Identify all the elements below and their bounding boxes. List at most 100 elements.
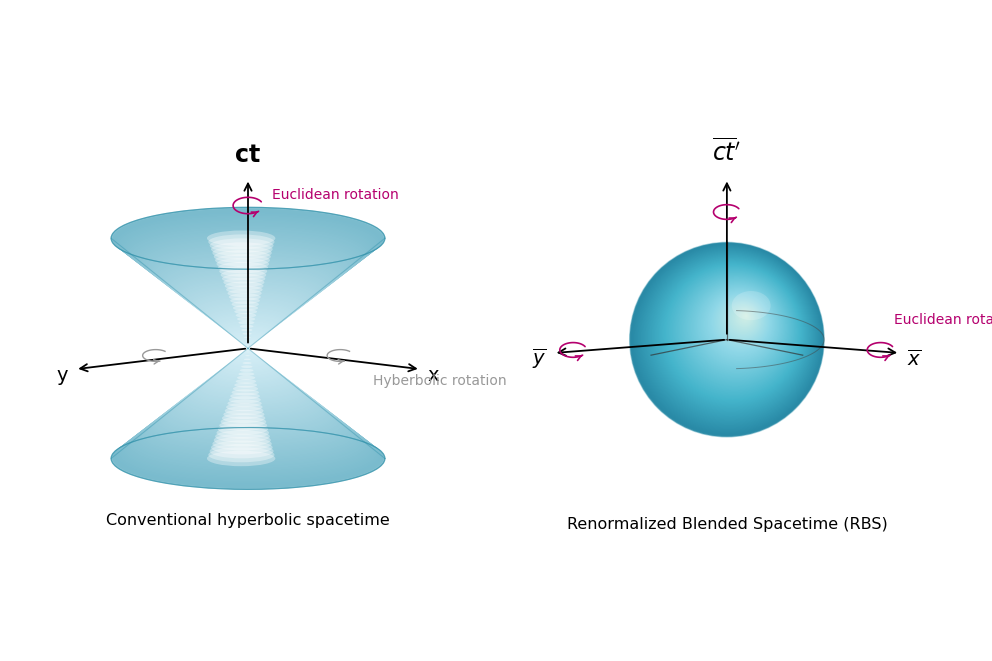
Ellipse shape bbox=[171, 268, 325, 303]
Circle shape bbox=[684, 277, 788, 379]
Ellipse shape bbox=[226, 326, 270, 336]
Ellipse shape bbox=[133, 229, 363, 282]
Ellipse shape bbox=[235, 356, 261, 362]
Ellipse shape bbox=[220, 416, 266, 427]
Circle shape bbox=[689, 280, 785, 374]
Ellipse shape bbox=[229, 396, 261, 403]
Text: Euclidean rotation: Euclidean rotation bbox=[894, 313, 992, 327]
Ellipse shape bbox=[180, 388, 316, 419]
Ellipse shape bbox=[238, 338, 258, 342]
Circle shape bbox=[725, 302, 760, 337]
Ellipse shape bbox=[235, 335, 261, 341]
Ellipse shape bbox=[242, 342, 254, 345]
Ellipse shape bbox=[246, 350, 250, 351]
Circle shape bbox=[712, 294, 769, 351]
Ellipse shape bbox=[150, 405, 346, 449]
Ellipse shape bbox=[211, 311, 285, 327]
Text: $\overline{x}$: $\overline{x}$ bbox=[908, 349, 922, 369]
Ellipse shape bbox=[230, 330, 266, 338]
Ellipse shape bbox=[209, 309, 287, 326]
Ellipse shape bbox=[240, 353, 256, 356]
Ellipse shape bbox=[136, 233, 360, 284]
Circle shape bbox=[678, 272, 792, 387]
Ellipse shape bbox=[243, 351, 253, 353]
Ellipse shape bbox=[222, 321, 274, 333]
Circle shape bbox=[638, 248, 818, 428]
Circle shape bbox=[715, 296, 767, 348]
Circle shape bbox=[717, 297, 766, 346]
Circle shape bbox=[630, 243, 824, 437]
Ellipse shape bbox=[199, 298, 297, 320]
Ellipse shape bbox=[154, 251, 342, 293]
Ellipse shape bbox=[117, 213, 379, 272]
Ellipse shape bbox=[125, 420, 371, 475]
Ellipse shape bbox=[236, 355, 259, 360]
Ellipse shape bbox=[228, 329, 268, 337]
Ellipse shape bbox=[732, 291, 771, 320]
Ellipse shape bbox=[162, 399, 334, 438]
Circle shape bbox=[735, 309, 754, 327]
Circle shape bbox=[735, 308, 754, 327]
Ellipse shape bbox=[224, 324, 272, 334]
Ellipse shape bbox=[207, 372, 289, 391]
Ellipse shape bbox=[196, 295, 300, 319]
Ellipse shape bbox=[189, 288, 307, 315]
Ellipse shape bbox=[228, 360, 268, 368]
Ellipse shape bbox=[192, 291, 304, 316]
Ellipse shape bbox=[241, 341, 255, 344]
Circle shape bbox=[728, 304, 758, 334]
Ellipse shape bbox=[240, 340, 256, 344]
Circle shape bbox=[677, 272, 793, 388]
Circle shape bbox=[699, 286, 778, 364]
Text: y: y bbox=[57, 366, 68, 385]
Circle shape bbox=[640, 249, 817, 426]
Ellipse shape bbox=[242, 362, 252, 364]
Circle shape bbox=[720, 299, 764, 342]
Ellipse shape bbox=[148, 245, 348, 290]
Circle shape bbox=[695, 283, 781, 369]
Ellipse shape bbox=[160, 258, 336, 297]
Ellipse shape bbox=[211, 243, 273, 256]
Ellipse shape bbox=[154, 403, 342, 446]
Circle shape bbox=[701, 287, 777, 362]
Circle shape bbox=[710, 292, 771, 354]
Ellipse shape bbox=[174, 272, 322, 305]
Circle shape bbox=[673, 269, 796, 392]
Ellipse shape bbox=[202, 301, 294, 322]
Circle shape bbox=[632, 244, 822, 434]
Circle shape bbox=[670, 267, 798, 395]
Circle shape bbox=[728, 303, 759, 334]
Ellipse shape bbox=[123, 219, 373, 276]
Circle shape bbox=[663, 263, 803, 403]
Ellipse shape bbox=[219, 420, 267, 431]
Ellipse shape bbox=[120, 217, 376, 274]
Ellipse shape bbox=[132, 229, 364, 281]
Ellipse shape bbox=[150, 247, 346, 292]
Ellipse shape bbox=[208, 307, 288, 325]
Ellipse shape bbox=[158, 256, 338, 296]
Ellipse shape bbox=[164, 261, 332, 299]
Circle shape bbox=[658, 260, 806, 408]
Ellipse shape bbox=[156, 402, 340, 444]
Ellipse shape bbox=[225, 407, 264, 415]
Ellipse shape bbox=[217, 317, 279, 330]
Text: Euclidean rotation: Euclidean rotation bbox=[272, 188, 399, 202]
Circle shape bbox=[704, 289, 775, 359]
Ellipse shape bbox=[114, 426, 382, 486]
Ellipse shape bbox=[238, 321, 254, 325]
Ellipse shape bbox=[226, 361, 270, 371]
Ellipse shape bbox=[160, 399, 336, 439]
Circle shape bbox=[688, 279, 786, 376]
Ellipse shape bbox=[112, 208, 384, 270]
Ellipse shape bbox=[233, 357, 263, 364]
Ellipse shape bbox=[209, 444, 274, 458]
Circle shape bbox=[667, 265, 800, 399]
Circle shape bbox=[634, 245, 821, 432]
Ellipse shape bbox=[241, 352, 255, 356]
Ellipse shape bbox=[227, 327, 269, 336]
Ellipse shape bbox=[189, 382, 307, 408]
Ellipse shape bbox=[210, 370, 286, 387]
Ellipse shape bbox=[208, 447, 275, 462]
Ellipse shape bbox=[182, 280, 314, 310]
Circle shape bbox=[666, 265, 801, 399]
